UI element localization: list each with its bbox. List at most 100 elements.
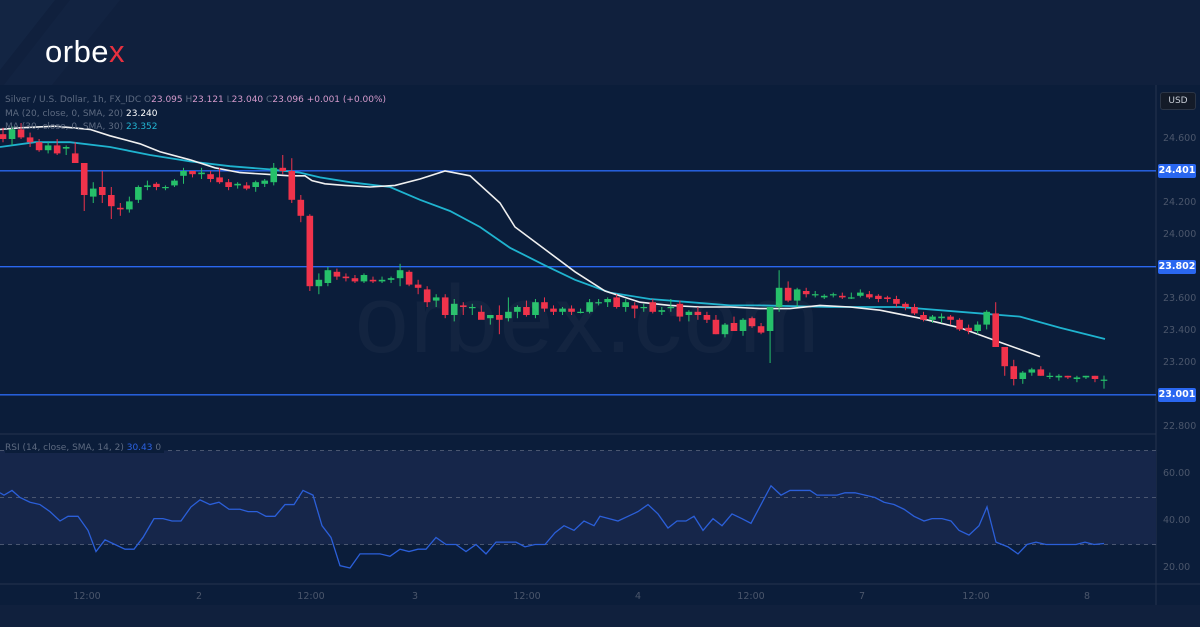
candle-body bbox=[658, 310, 666, 312]
candle-body bbox=[875, 295, 882, 299]
candle-body bbox=[640, 307, 648, 309]
candle-body bbox=[1019, 372, 1027, 379]
candle-body bbox=[270, 167, 278, 183]
candle-body bbox=[478, 311, 485, 320]
candle-body bbox=[829, 294, 837, 296]
candle-body bbox=[947, 316, 954, 320]
candle-body bbox=[730, 323, 738, 331]
rsi-label: RSI (14, close, SMA, 14, 2) bbox=[5, 443, 124, 453]
candle-body bbox=[893, 299, 900, 304]
currency-button[interactable]: USD bbox=[1160, 92, 1196, 110]
rsi-line bbox=[0, 484, 1105, 569]
candle-body bbox=[441, 297, 449, 315]
candle-body bbox=[550, 308, 557, 312]
candle-body bbox=[541, 302, 548, 309]
candle-body bbox=[279, 167, 287, 171]
level-label-24401: 24.401 bbox=[1158, 164, 1196, 178]
high-label: H bbox=[185, 95, 193, 105]
legend-ohlc: Silver / U.S. Dollar, 1h, FX_IDC O23.095… bbox=[5, 95, 386, 105]
candle-body bbox=[98, 187, 106, 195]
price-tick: 23.600 bbox=[1163, 293, 1197, 304]
candle-body bbox=[604, 299, 611, 303]
candle-body bbox=[757, 326, 765, 333]
price-tick: 24.000 bbox=[1163, 229, 1197, 240]
candle-body bbox=[802, 291, 810, 295]
ma20-label: MA (20, close, 0, SMA, 20) bbox=[5, 109, 124, 119]
candle-body bbox=[261, 180, 269, 184]
candle-body bbox=[333, 271, 341, 277]
candle-body bbox=[983, 311, 990, 325]
candle-body bbox=[676, 303, 684, 317]
candle-body bbox=[559, 308, 566, 312]
candle-body bbox=[405, 271, 413, 285]
candle-body bbox=[26, 137, 34, 143]
candle-body bbox=[315, 279, 323, 287]
footer-band bbox=[0, 605, 1200, 627]
candle-body bbox=[1010, 366, 1018, 379]
candle-body bbox=[234, 183, 241, 186]
candle-body bbox=[712, 319, 720, 335]
candle-body bbox=[568, 308, 575, 312]
candle-body bbox=[974, 324, 981, 331]
candle-body bbox=[243, 185, 250, 189]
low-label: L bbox=[226, 95, 232, 105]
candle-body bbox=[929, 316, 936, 320]
candle-body bbox=[8, 129, 16, 139]
candle-body bbox=[496, 315, 503, 320]
candle-body bbox=[198, 172, 205, 175]
candle-body bbox=[613, 297, 620, 307]
candle-body bbox=[857, 292, 864, 296]
candle-body bbox=[62, 147, 70, 149]
rsi-tick: 20.00 bbox=[1163, 562, 1191, 573]
candle-body bbox=[450, 303, 458, 315]
candle-body bbox=[911, 307, 918, 314]
time-tick: 12:00 bbox=[73, 591, 101, 602]
change-value: +0.001 (+0.00%) bbox=[306, 95, 387, 105]
candle-body bbox=[920, 315, 927, 320]
high-value: 23.121 bbox=[192, 95, 224, 105]
candle-body bbox=[1037, 369, 1045, 376]
candle-body bbox=[784, 287, 792, 301]
candle-body bbox=[459, 305, 467, 307]
candle-body bbox=[1055, 375, 1063, 378]
price-tick: 23.200 bbox=[1163, 357, 1197, 368]
rsi-value: 30.43 bbox=[126, 443, 153, 453]
brand-logo-accent: x bbox=[109, 34, 126, 69]
candle-body bbox=[694, 311, 702, 315]
candle-body bbox=[631, 305, 639, 309]
candle-body bbox=[523, 307, 530, 315]
candle-body bbox=[423, 289, 431, 303]
candle-body bbox=[144, 185, 151, 187]
candle-body bbox=[80, 163, 88, 195]
candle-body bbox=[378, 279, 386, 282]
candle-body bbox=[505, 311, 512, 319]
time-tick: 12:00 bbox=[513, 591, 541, 602]
price-tick: 23.400 bbox=[1163, 325, 1197, 336]
price-tick: 24.200 bbox=[1163, 197, 1197, 208]
legend-ma30: MA (30, close, 0, SMA, 30) 23.352 bbox=[5, 122, 158, 132]
rsi-tick: 60.00 bbox=[1163, 468, 1191, 479]
candle-body bbox=[820, 295, 828, 298]
candle-body bbox=[577, 311, 584, 313]
open-value: 23.095 bbox=[151, 95, 183, 105]
candle-body bbox=[89, 188, 97, 197]
candle-body bbox=[44, 145, 52, 151]
candle-body bbox=[468, 307, 476, 309]
candle-body bbox=[1064, 375, 1072, 378]
candle-body bbox=[414, 284, 422, 288]
price-tick: 22.800 bbox=[1163, 421, 1197, 432]
candle-body bbox=[35, 142, 43, 151]
candle-body bbox=[838, 295, 846, 298]
candle-body bbox=[0, 134, 7, 139]
ma30-value: 23.352 bbox=[126, 122, 158, 132]
candle-body bbox=[342, 276, 350, 279]
close-value: 23.096 bbox=[272, 95, 304, 105]
candle-body bbox=[884, 297, 891, 299]
legend-symbol: Silver / U.S. Dollar, 1h, FX_IDC bbox=[5, 95, 142, 105]
candle-body bbox=[369, 279, 377, 282]
candle-body bbox=[956, 319, 963, 330]
candle-body bbox=[153, 183, 160, 187]
candle-body bbox=[649, 302, 657, 312]
candle-body bbox=[71, 153, 79, 163]
